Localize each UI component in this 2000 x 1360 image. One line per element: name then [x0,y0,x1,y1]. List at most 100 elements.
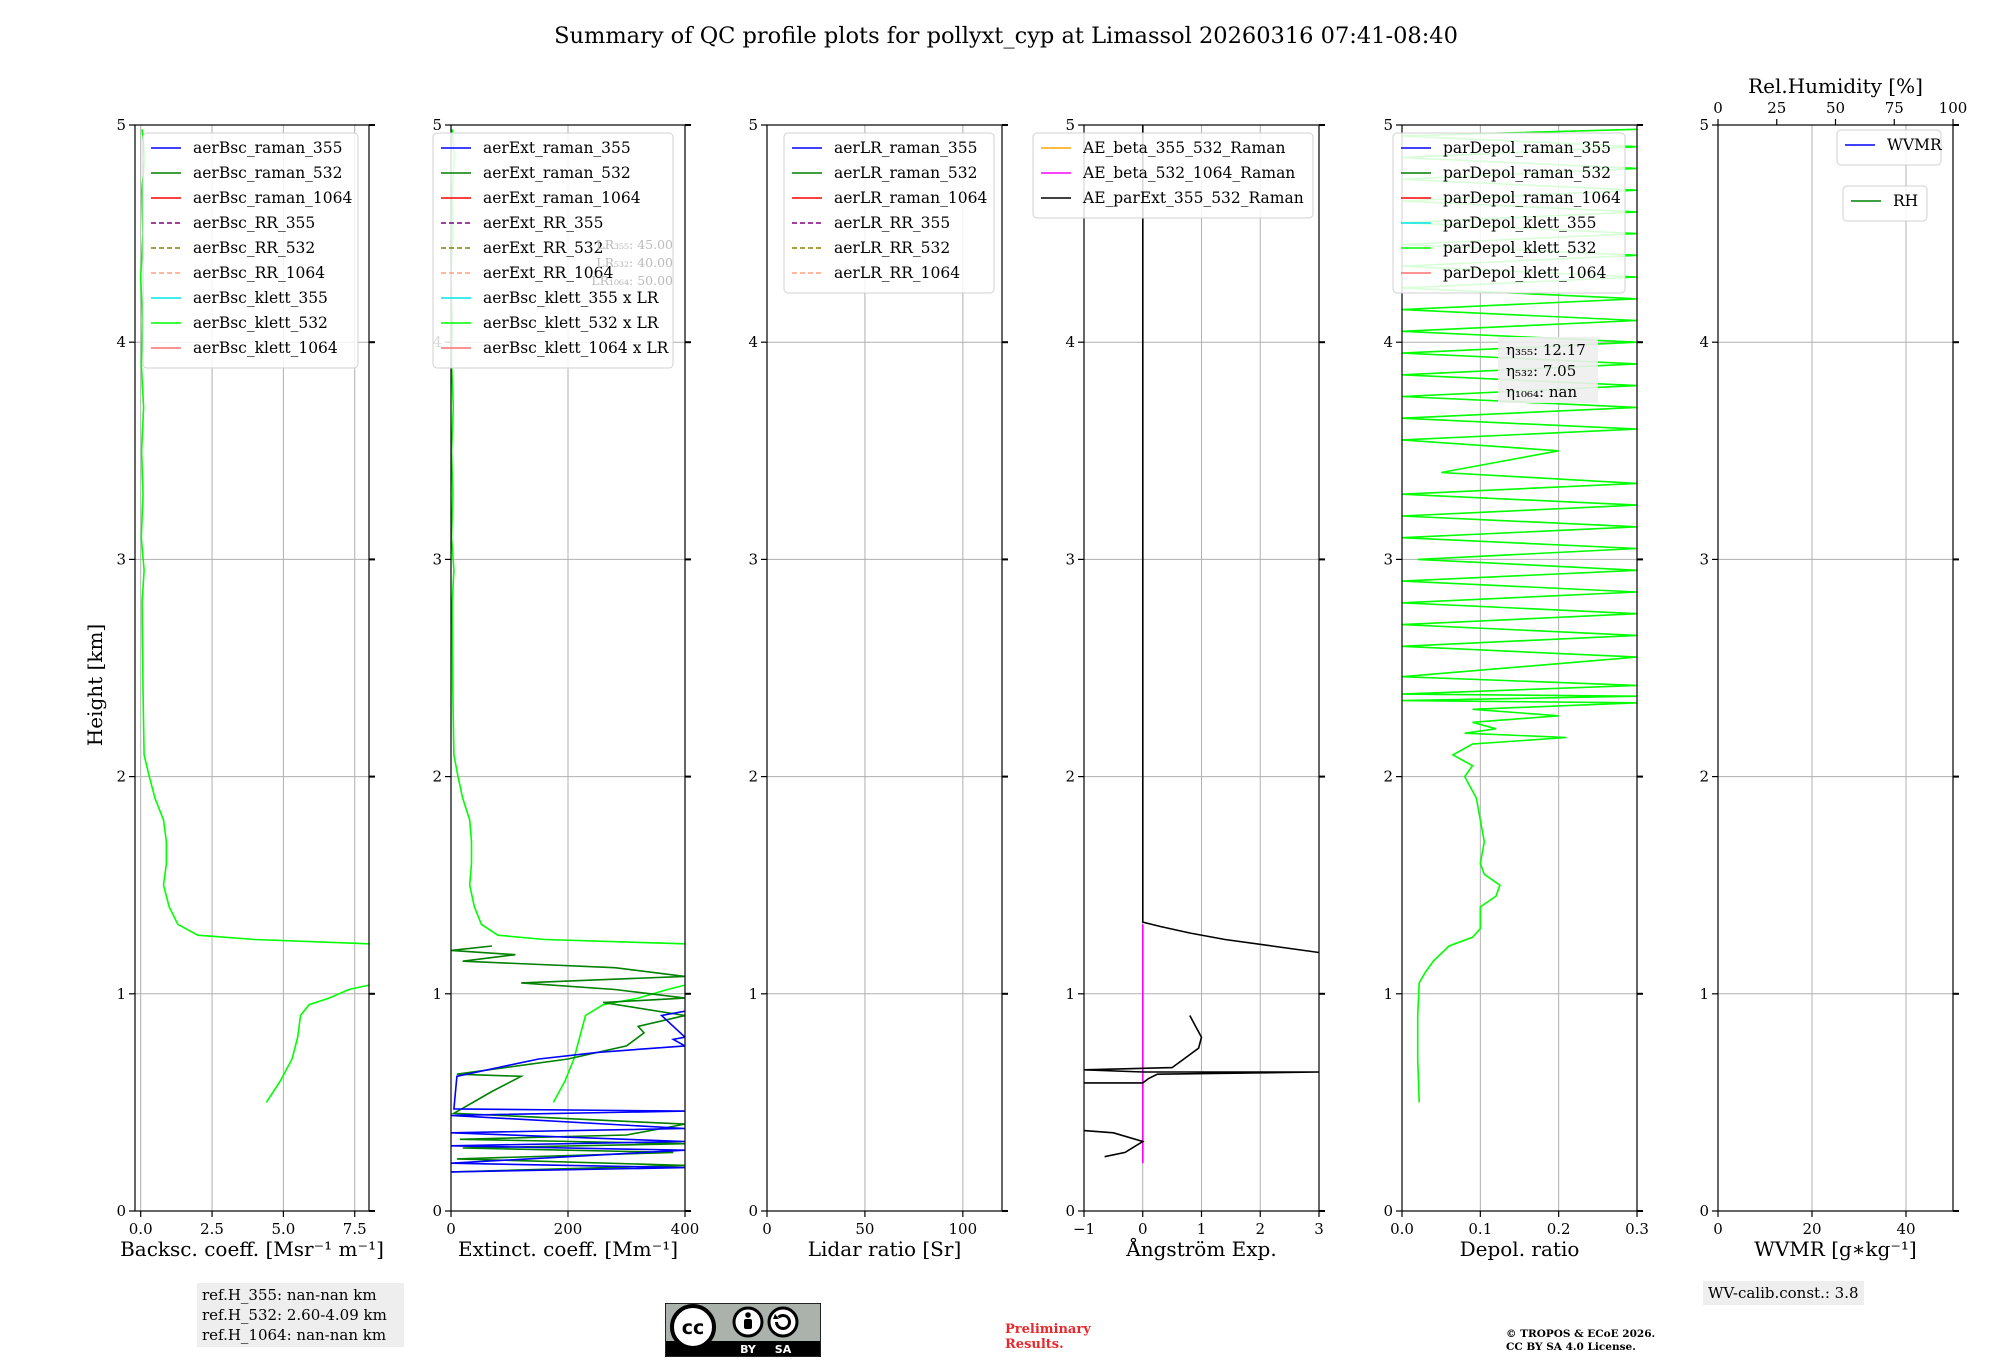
legend-label: aerExt_raman_1064 [483,189,641,207]
y-tick-label: 1 [116,985,126,1003]
copyright-note: © TROPOS & ECoE 2026. CC BY SA 4.0 Licen… [1506,1328,1655,1354]
legend-label: parDepol_klett_355 [1443,214,1596,232]
cc-by-sa-badge: cc BY SA [665,1303,821,1357]
series-line-aerExt-raman-355 [451,1010,685,1173]
legend-label: WVMR [1887,136,1943,154]
y-tick-label: 1 [432,985,442,1003]
legend-label: parDepol_klett_532 [1443,239,1596,257]
y-tick-label: 0 [1383,1202,1393,1220]
x-tick-label: 2 [1255,1220,1265,1238]
series-line-AE-parExt-355-532-Raman [1084,1129,1145,1158]
y-tick-label: 1 [1065,985,1075,1003]
copyright-line-2: CC BY SA 4.0 License. [1506,1341,1636,1353]
y-tick-label: 2 [1065,768,1075,786]
x-tick-label: 7.5 [343,1220,367,1238]
lidar-ratio-annotation: LR₅₃₂: 40.00 [596,255,673,270]
legend-frame [1842,185,1928,222]
y-tick-label: 4 [116,333,126,351]
legend-label: aerExt_raman_355 [483,139,631,157]
y-tick-label: 4 [1065,333,1075,351]
legend-label: AE_beta_355_532_Raman [1082,139,1285,157]
legend: aerBsc_raman_355 aerBsc_raman_532 aerBsc_r… [142,132,359,369]
legend-label: parDepol_raman_532 [1443,164,1611,182]
y-tick-label: 1 [1699,985,1709,1003]
legend-label: aerBsc_RR_1064 [193,264,325,282]
reference-height-box: ref.H_355: nan-nan km ref.H_532: 2.60-4.… [197,1283,404,1347]
legend-label: aerLR_RR_355 [834,214,950,232]
x-tick-label: 0.0 [1390,1220,1414,1238]
y-tick-label: 5 [432,116,442,134]
y-tick-label: 3 [1383,550,1393,568]
y-tick-label: 2 [432,768,442,786]
legend-label: aerExt_raman_532 [483,164,631,182]
x-tick-label: 0 [1138,1220,1148,1238]
y-tick-label: 3 [1065,550,1075,568]
y-tick-label: 3 [748,550,758,568]
x-axis-label: Backsc. coeff. [Msr⁻¹ m⁻¹] [120,1237,384,1261]
x-tick-label: 0 [1713,1220,1723,1238]
eta-annotation: η₁₀₆₄: nan [1506,383,1577,401]
legend-frame [1392,132,1626,294]
legend: AE_beta_355_532_Raman AE_beta_532_1064_Ra… [1032,132,1314,219]
x-tick-label: 3 [1314,1220,1324,1238]
x-tick-label: 2.5 [200,1220,224,1238]
legend-label: aerBsc_klett_532 x LR [483,314,660,332]
preliminary-line-1: Preliminary [1005,1322,1091,1337]
legend-label: aerBsc_raman_1064 [193,189,353,207]
x-axis-label: Extinct. coeff. [Mm⁻¹] [458,1237,678,1261]
legend-frame [1836,129,1942,166]
eta-box [1498,337,1598,403]
x-tick-label: 50 [855,1220,874,1238]
x-tick-label: 200 [554,1220,583,1238]
top-x-axis-label: Rel.Humidity [%] [1748,74,1923,98]
copyright-line-1: © TROPOS & ECoE 2026. [1506,1328,1656,1340]
y-tick-label: 5 [116,116,126,134]
x-tick-label: 0.0 [129,1220,153,1238]
y-tick-label: 0 [432,1202,442,1220]
y-tick-label: 5 [1065,116,1075,134]
legend-label: aerBsc_RR_532 [193,239,315,257]
series-line-AE-parExt-355-532-Raman-mid [1084,1015,1319,1084]
top-x-tick-label: 50 [1826,99,1845,117]
figure-title: Summary of QC profile plots for pollyxt_… [554,23,1458,49]
ref-height-1064: ref.H_1064: nan-nan km [202,1326,387,1344]
y-tick-label: 1 [748,985,758,1003]
legend-label: aerBsc_klett_355 [193,289,328,307]
legend: aerExt_raman_355 aerExt_raman_532 aerExt_r… [432,132,674,369]
axes-frame [134,124,370,1212]
x-tick-label: 0.1 [1468,1220,1492,1238]
y-tick-label: 2 [1383,768,1393,786]
wv-calibration-box: WV-calib.const.: 3.8 [1703,1281,1864,1305]
series-group [139,129,369,1103]
series-line-aerBsc-klett-532-upper [139,129,369,945]
legend-label: aerLR_raman_532 [834,164,977,182]
x-tick-label: 0.2 [1547,1220,1571,1238]
legend-frame [142,132,359,369]
x-tick-label: 0.3 [1625,1220,1649,1238]
top-x-tick-label: 100 [1939,99,1968,117]
y-tick-label: 0 [1065,1202,1075,1220]
y-tick-label: 1 [1383,985,1393,1003]
x-tick-label: 1 [1197,1220,1207,1238]
legend-label: aerBsc_klett_355 x LR [483,289,660,307]
sa-icon [767,1306,799,1338]
legend-label: aerBsc_klett_1064 x LR [483,339,670,357]
x-tick-label: −1 [1073,1220,1095,1238]
y-tick-label: 0 [748,1202,758,1220]
legend-frame [432,132,674,369]
series-line-aerBsc-klett-532-x-LR [552,984,685,1103]
legend-label: parDepol_klett_1064 [1443,264,1606,282]
y-tick-label: 4 [748,333,758,351]
x-tick-label: 0 [762,1220,772,1238]
x-tick-label: 0 [446,1220,456,1238]
panel-extinction: 0123450200400Extinct. coeff. [Mm⁻¹]aerEx… [432,116,699,1261]
legend: WVMR [1836,129,1943,166]
top-x-tick-label: 25 [1767,99,1786,117]
top-x-tick-label: 75 [1885,99,1904,117]
x-tick-label: 400 [671,1220,700,1238]
